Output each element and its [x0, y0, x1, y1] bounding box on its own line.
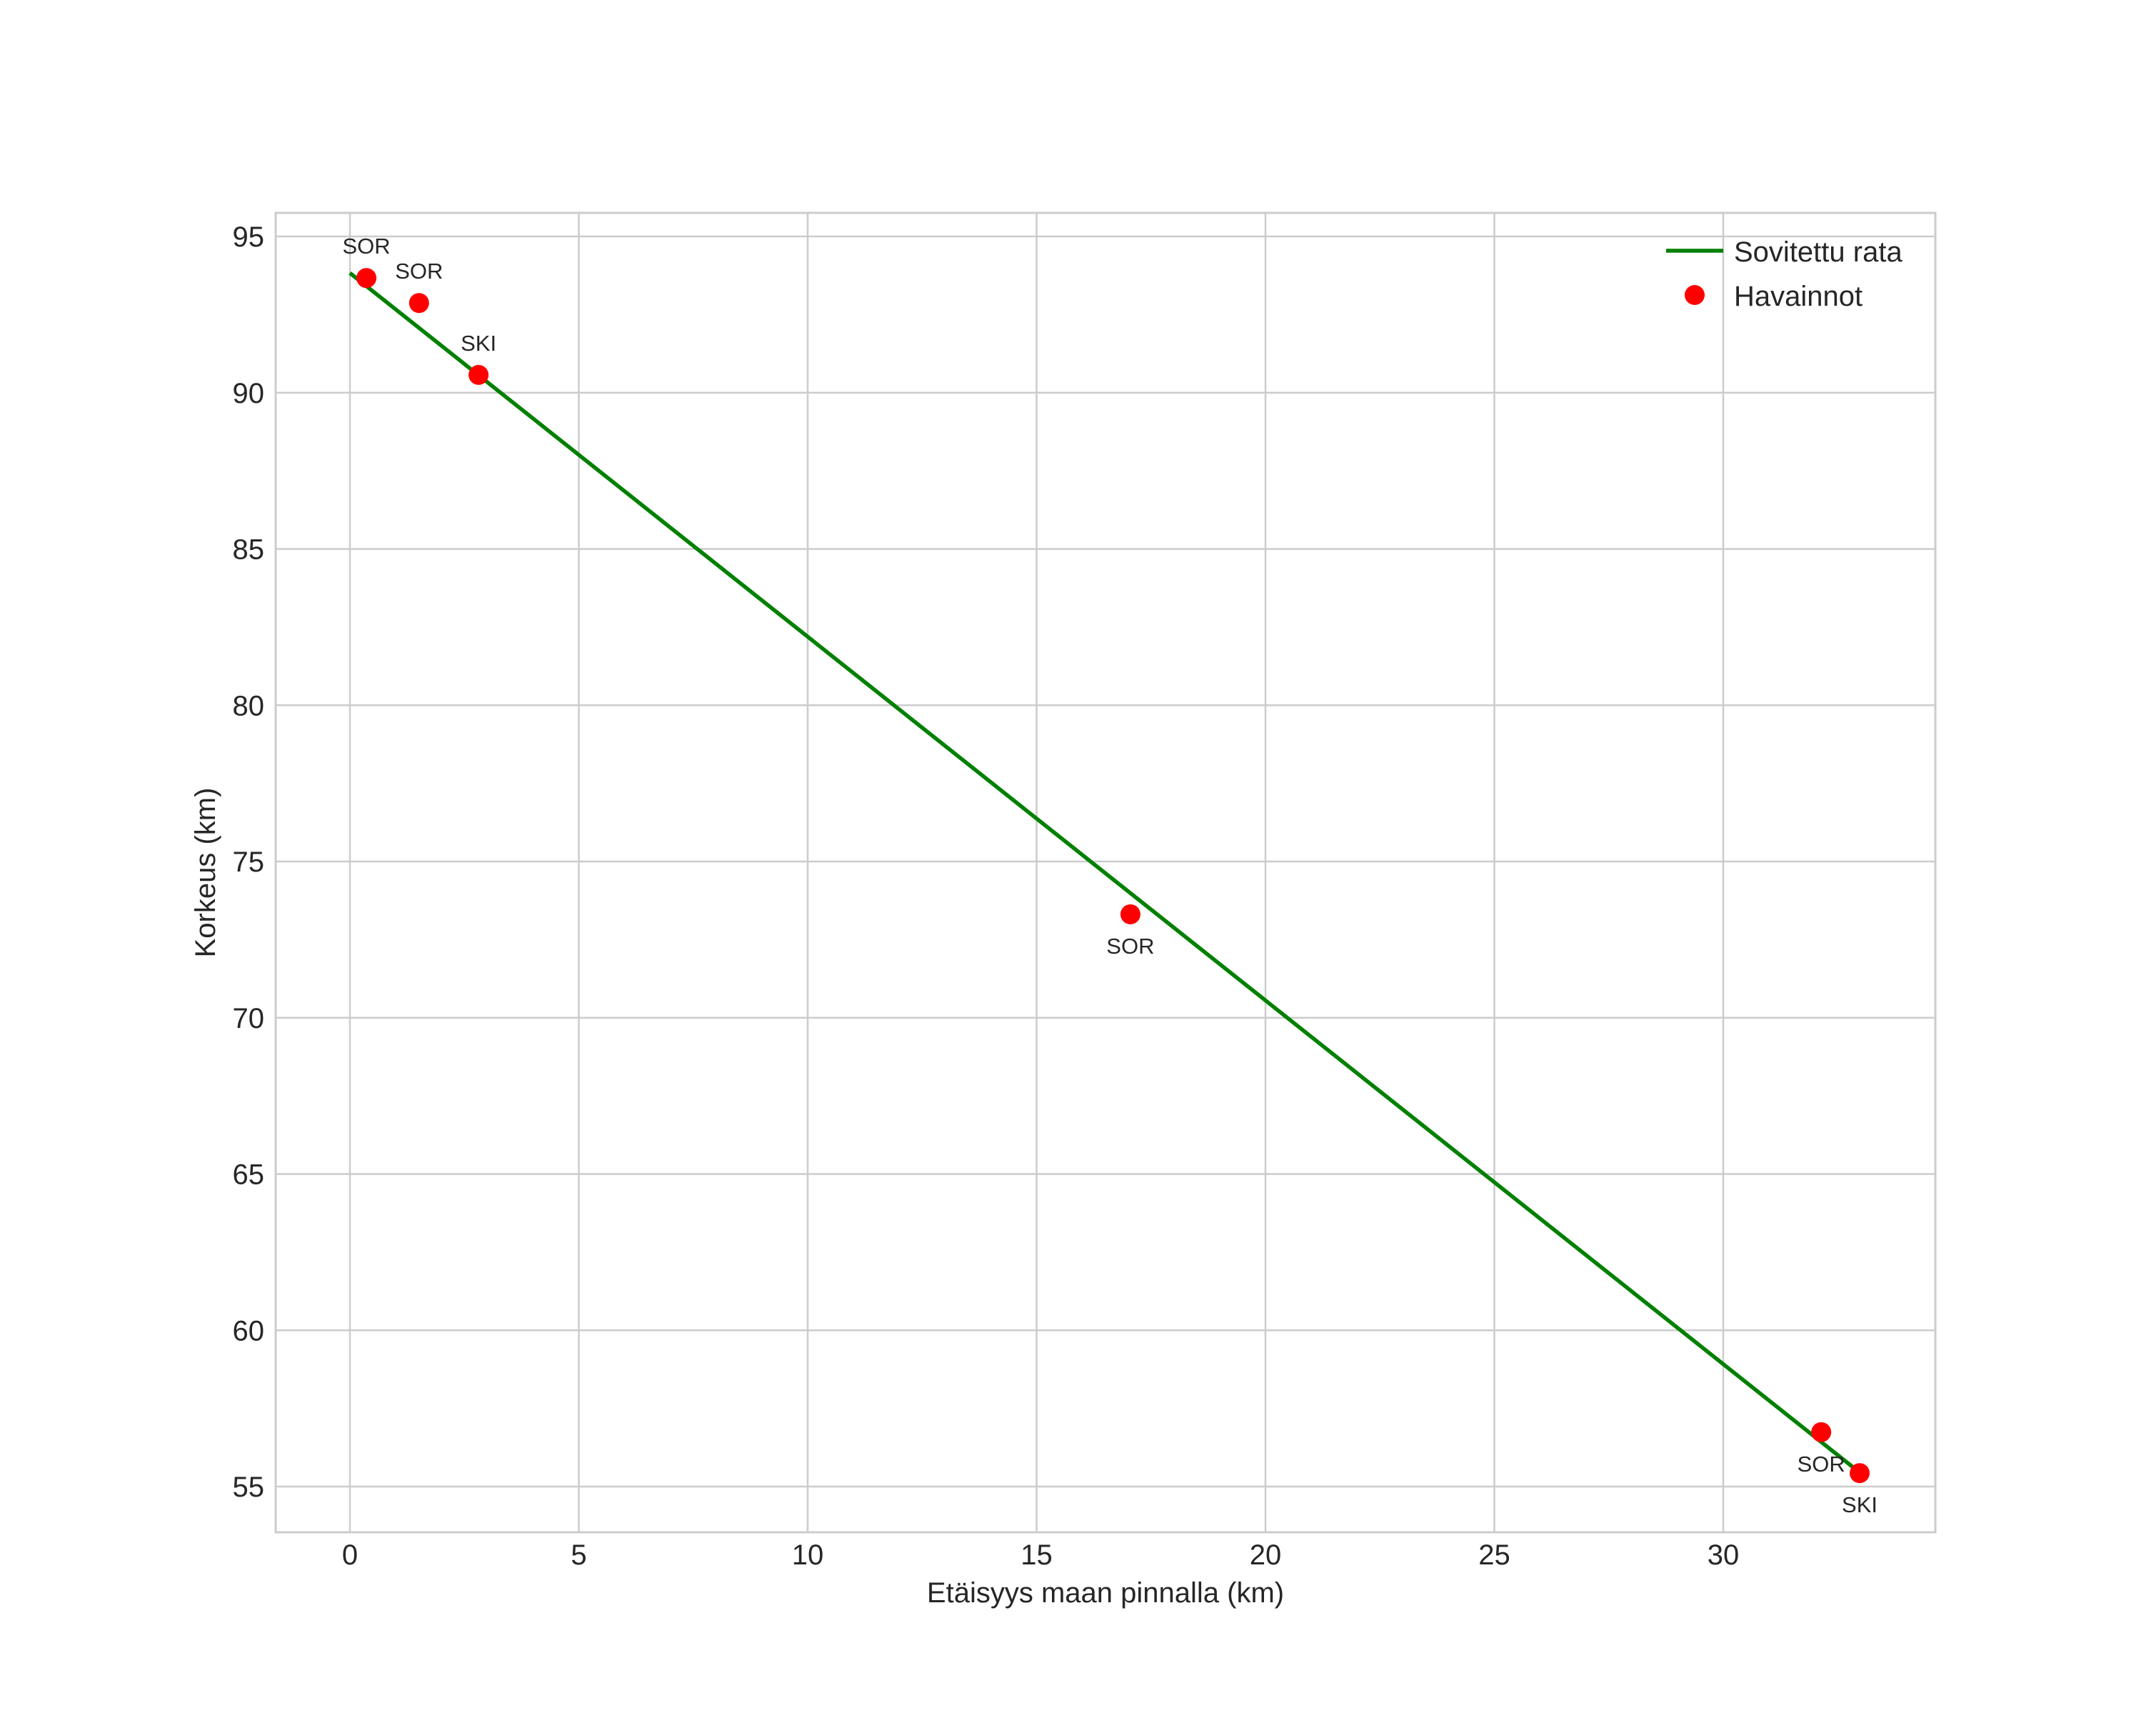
x-tick-label: 25 — [1478, 1539, 1510, 1571]
observation-point — [356, 268, 377, 289]
legend-dot-icon — [1685, 285, 1705, 305]
point-annotation: SOR — [1106, 934, 1154, 959]
fitted-trajectory-line — [349, 271, 1861, 1474]
y-gridlines — [276, 235, 1935, 1488]
point-annotation: SOR — [342, 234, 390, 259]
observation-point — [1811, 1422, 1832, 1442]
y-tick-labels: 55 60 65 70 75 80 85 90 95 — [233, 221, 265, 1503]
observation-points — [356, 268, 1870, 1484]
y-axis-label: Korkeus (km) — [190, 788, 221, 958]
x-tick-label: 5 — [571, 1539, 586, 1571]
y-tick-label: 75 — [233, 846, 265, 878]
y-tick-label: 80 — [233, 690, 265, 721]
x-tick-label: 15 — [1021, 1539, 1053, 1571]
observation-point — [468, 364, 489, 385]
x-tick-labels: 0 5 10 15 20 25 30 — [342, 1539, 1739, 1571]
observation-point — [1120, 904, 1140, 924]
y-tick-label: 90 — [233, 378, 265, 409]
observation-point — [408, 293, 429, 314]
x-tick-label: 0 — [342, 1539, 358, 1571]
y-tick-label: 95 — [233, 221, 265, 253]
x-tick-label: 30 — [1708, 1539, 1740, 1571]
point-annotation: SKI — [1842, 1492, 1877, 1517]
plot-frame — [274, 211, 1937, 1534]
point-annotation: SOR — [1797, 1452, 1845, 1477]
observation-point — [1850, 1463, 1870, 1484]
legend: Sovitettu rata Havainnot — [1666, 236, 1902, 312]
x-axis-label: Etäisyys maan pinnalla (km) — [927, 1577, 1284, 1609]
x-gridlines — [349, 213, 1725, 1532]
y-tick-label: 70 — [233, 1003, 265, 1034]
point-annotation: SKI — [461, 331, 496, 356]
y-tick-label: 55 — [233, 1472, 265, 1503]
y-tick-label: 85 — [233, 534, 265, 566]
point-annotation: SOR — [395, 259, 443, 284]
y-tick-label: 65 — [233, 1159, 265, 1191]
x-tick-label: 10 — [792, 1539, 824, 1571]
legend-label-fit: Sovitettu rata — [1734, 236, 1902, 268]
legend-label-observations: Havainnot — [1734, 281, 1862, 312]
x-tick-label: 20 — [1250, 1539, 1282, 1571]
y-tick-label: 60 — [233, 1315, 265, 1347]
